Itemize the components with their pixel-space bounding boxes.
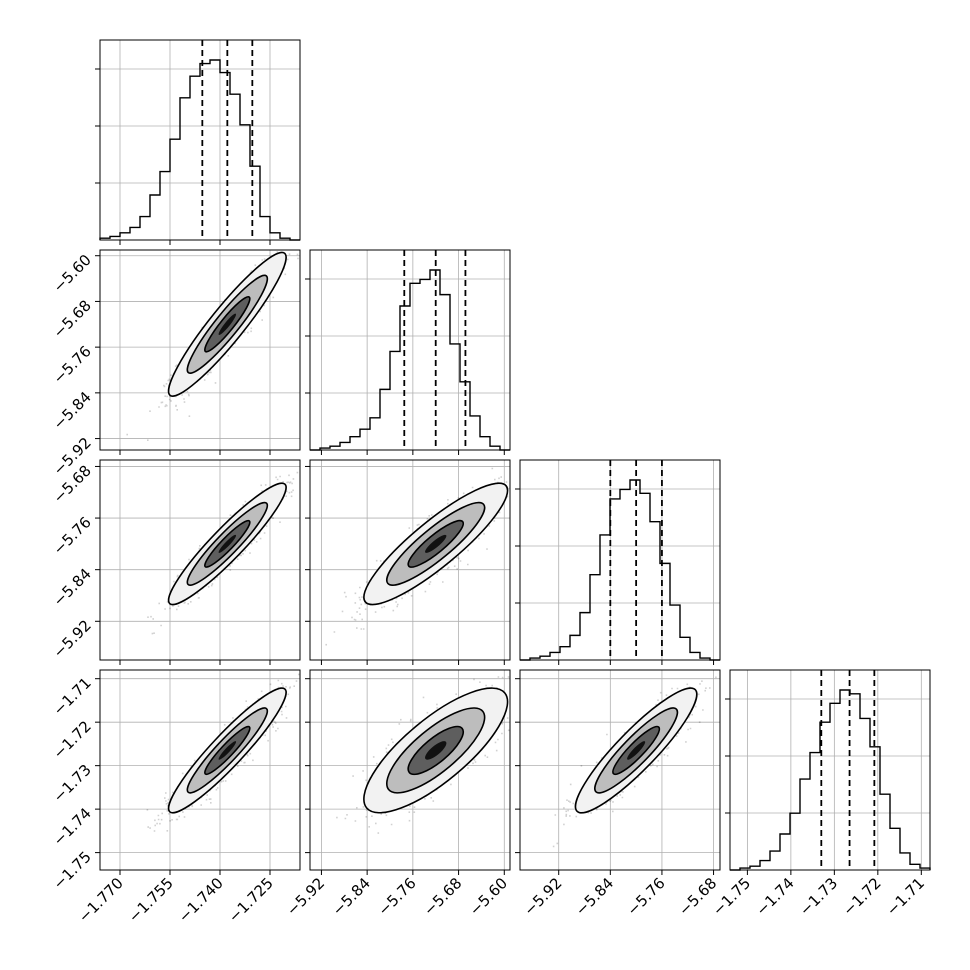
contour-inner: [407, 725, 465, 776]
contour-outer: [363, 687, 509, 814]
panel-frame: [309, 669, 511, 871]
scatter-panel-4-1: −1.770−1.755−1.740−1.725−1.75−1.74−1.73−…: [50, 669, 301, 926]
contour-mid: [386, 501, 486, 586]
panel-frame: [309, 459, 511, 661]
panel-frame: [99, 249, 301, 451]
scatter-panel-4-2: −5.92 −5.84 −5.76 −5.68 −5.60: [283, 669, 511, 919]
x-tick-label: −5.76: [374, 874, 419, 919]
x-tick-label: −1.755: [125, 874, 177, 926]
density-core: [425, 534, 447, 553]
density-core: [425, 741, 447, 760]
contour-inner: [204, 295, 251, 353]
x-tick-label: −5.84: [329, 874, 374, 919]
x-tick-label: −1.740: [175, 874, 227, 926]
panel-frame: [729, 669, 931, 871]
histogram-panel-2: [305, 249, 511, 455]
contour-outer: [167, 687, 287, 814]
histogram-line: [99, 59, 300, 241]
x-tick-label: −1.75: [709, 874, 754, 919]
y-tick-label: −5.76: [50, 513, 95, 558]
x-tick-label: −5.60: [466, 874, 511, 919]
x-tick-label: −5.92: [283, 874, 328, 919]
panel-frame: [309, 249, 511, 451]
x-tick-label: −1.725: [225, 874, 277, 926]
y-tick-label: −1.72: [50, 717, 95, 762]
scatter-panel-4-3: −5.92 −5.84 −5.76 −5.68: [515, 669, 721, 919]
scatter-panel-2-1: −5.92−5.84−5.76−5.68−5.60: [50, 249, 301, 479]
density-core: [218, 313, 237, 335]
contour-inner: [204, 519, 251, 568]
x-tick-label: −1.74: [752, 874, 797, 919]
panel-frame: [519, 669, 721, 871]
panels-layer: −1.75−1.74−1.73−1.72−1.71−5.92−5.84−5.76…: [50, 39, 931, 926]
y-tick-label: −1.74: [50, 804, 95, 849]
y-tick-label: −5.84: [50, 565, 95, 610]
contour-inner: [612, 725, 661, 776]
contour-outer: [574, 687, 698, 814]
y-tick-label: −1.75: [50, 848, 95, 893]
density-core: [218, 741, 237, 760]
scatter-panel-3-2: [305, 459, 511, 665]
histogram-panel-3: [515, 459, 721, 665]
y-tick-label: −5.84: [50, 388, 95, 433]
x-tick-label: −1.71: [883, 874, 928, 919]
panel-frame: [519, 459, 721, 661]
contour-outer: [363, 482, 509, 606]
scatter-panel-3-1: −5.92−5.84−5.76−5.68: [50, 459, 301, 665]
x-tick-label: −1.73: [796, 874, 841, 919]
y-tick-label: −5.60: [50, 251, 95, 296]
histogram-panel-1: [95, 39, 301, 245]
x-tick-label: −5.76: [624, 874, 669, 919]
contour-mid: [186, 274, 269, 374]
x-tick-label: −1.770: [75, 874, 127, 926]
contour-mid: [186, 707, 269, 794]
panel-frame: [99, 669, 301, 871]
histogram-line: [730, 689, 931, 871]
histogram-panel-4: −1.75−1.74−1.73−1.72−1.71: [709, 669, 931, 919]
y-tick-label: −1.71: [50, 674, 95, 719]
y-tick-label: −5.92: [50, 616, 95, 661]
histogram-line: [520, 479, 720, 661]
x-tick-label: −5.84: [572, 874, 617, 919]
density-core: [218, 534, 237, 553]
contour-outer: [167, 251, 287, 397]
panel-frame: [99, 459, 301, 661]
contour-mid: [186, 501, 269, 586]
y-tick-label: −5.68: [50, 297, 95, 342]
density-core: [627, 741, 646, 760]
contour-inner: [407, 519, 465, 568]
contour-outer: [167, 482, 287, 606]
y-tick-label: −5.76: [50, 342, 95, 387]
histogram-line: [310, 269, 510, 451]
x-tick-label: −5.92: [520, 874, 565, 919]
y-tick-label: −1.73: [50, 761, 95, 806]
x-tick-label: −1.72: [839, 874, 884, 919]
panel-frame: [99, 39, 301, 241]
x-tick-label: −5.68: [420, 874, 465, 919]
contour-mid: [386, 707, 486, 794]
contour-inner: [204, 725, 251, 776]
contour-mid: [594, 707, 679, 794]
